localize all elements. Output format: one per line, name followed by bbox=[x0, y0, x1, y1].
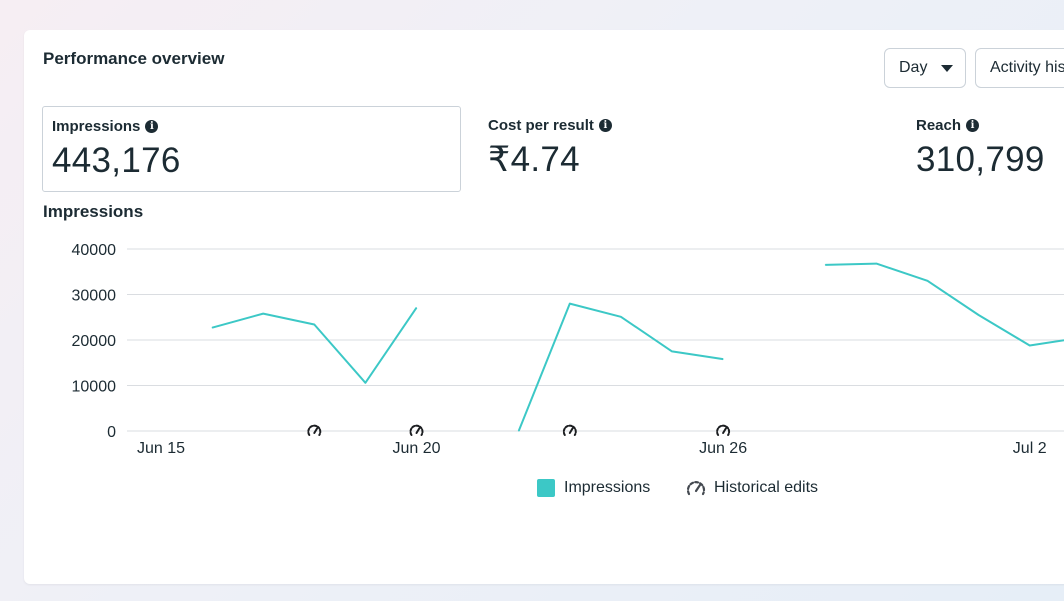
metric-impressions-label: Impressions bbox=[52, 118, 141, 135]
data-point bbox=[875, 263, 877, 265]
data-point bbox=[569, 303, 571, 305]
series-line bbox=[517, 302, 724, 432]
data-point bbox=[722, 358, 724, 360]
gauge-icon bbox=[686, 481, 706, 496]
page-title: Performance overview bbox=[43, 49, 225, 68]
metric-cost-label: Cost per result bbox=[488, 117, 594, 134]
x-tick-label: Jun 20 bbox=[392, 440, 440, 457]
data-point bbox=[262, 313, 264, 315]
legend-impressions[interactable]: Impressions bbox=[537, 479, 650, 497]
day-dropdown[interactable]: Day bbox=[884, 48, 966, 88]
historical-edit-marker[interactable] bbox=[307, 424, 322, 436]
metric-reach-value: 310,799 bbox=[916, 140, 1045, 179]
data-point bbox=[927, 280, 928, 282]
impressions-chart: 0 10000 20000 30000 40000 Jun 15 Jun 20 Jun 26 J… bbox=[72, 242, 1064, 457]
data-point bbox=[364, 382, 366, 384]
series-line bbox=[211, 307, 418, 384]
legend-impressions-label: Impressions bbox=[564, 479, 651, 496]
metric-impressions[interactable]: Impressions i 443,176 bbox=[42, 106, 461, 192]
data-point bbox=[620, 316, 622, 318]
metric-reach[interactable]: Reach i 310,799 bbox=[907, 106, 1064, 192]
legend-historical-edits[interactable]: Historical edits bbox=[686, 479, 818, 497]
series-line bbox=[825, 262, 1064, 347]
metric-cost-value: ₹4.74 bbox=[488, 140, 580, 179]
data-point bbox=[824, 264, 826, 266]
metric-impressions-value: 443,176 bbox=[52, 141, 181, 180]
metric-cost-label-wrap: Cost per result i bbox=[488, 117, 612, 134]
y-tick-label: 40000 bbox=[72, 242, 117, 259]
info-icon[interactable]: i bbox=[598, 119, 612, 132]
data-point bbox=[416, 307, 417, 309]
info-icon[interactable]: i bbox=[966, 119, 980, 132]
y-tick-label: 30000 bbox=[72, 288, 117, 305]
data-point bbox=[313, 324, 315, 326]
historical-edit-marker[interactable] bbox=[409, 424, 424, 436]
historical-edit-marker[interactable] bbox=[716, 424, 731, 436]
y-tick-label: 10000 bbox=[72, 379, 117, 396]
x-tick-label: Jun 15 bbox=[137, 440, 185, 457]
activity-history-label: Activity history bbox=[990, 59, 1064, 76]
legend-swatch bbox=[537, 479, 555, 497]
data-point bbox=[518, 430, 520, 432]
metric-cost-per-result[interactable]: Cost per result i ₹4.74 bbox=[479, 106, 879, 192]
y-tick-label: 0 bbox=[107, 424, 116, 441]
x-tick-label: Jun 26 bbox=[699, 440, 747, 457]
x-tick-label: Jul 2 bbox=[1013, 440, 1047, 457]
metric-reach-label-wrap: Reach i bbox=[916, 117, 980, 134]
data-point bbox=[211, 327, 213, 329]
data-point bbox=[1029, 344, 1031, 346]
caret-down-icon bbox=[941, 64, 954, 72]
metric-reach-label: Reach bbox=[916, 117, 962, 134]
day-dropdown-label: Day bbox=[899, 59, 928, 76]
historical-edit-marker[interactable] bbox=[562, 424, 577, 436]
legend-historical-edits-label: Historical edits bbox=[714, 479, 819, 496]
info-icon[interactable]: i bbox=[145, 120, 159, 133]
data-point bbox=[978, 314, 980, 316]
activity-history-button[interactable]: Activity history bbox=[975, 48, 1064, 88]
data-point bbox=[671, 350, 673, 352]
chart-title: Impressions bbox=[43, 202, 144, 221]
performance-card: Performance overview Day Activity histor… bbox=[24, 30, 1064, 584]
y-tick-label: 20000 bbox=[72, 333, 117, 350]
metric-impressions-label-wrap: Impressions i bbox=[52, 118, 159, 135]
